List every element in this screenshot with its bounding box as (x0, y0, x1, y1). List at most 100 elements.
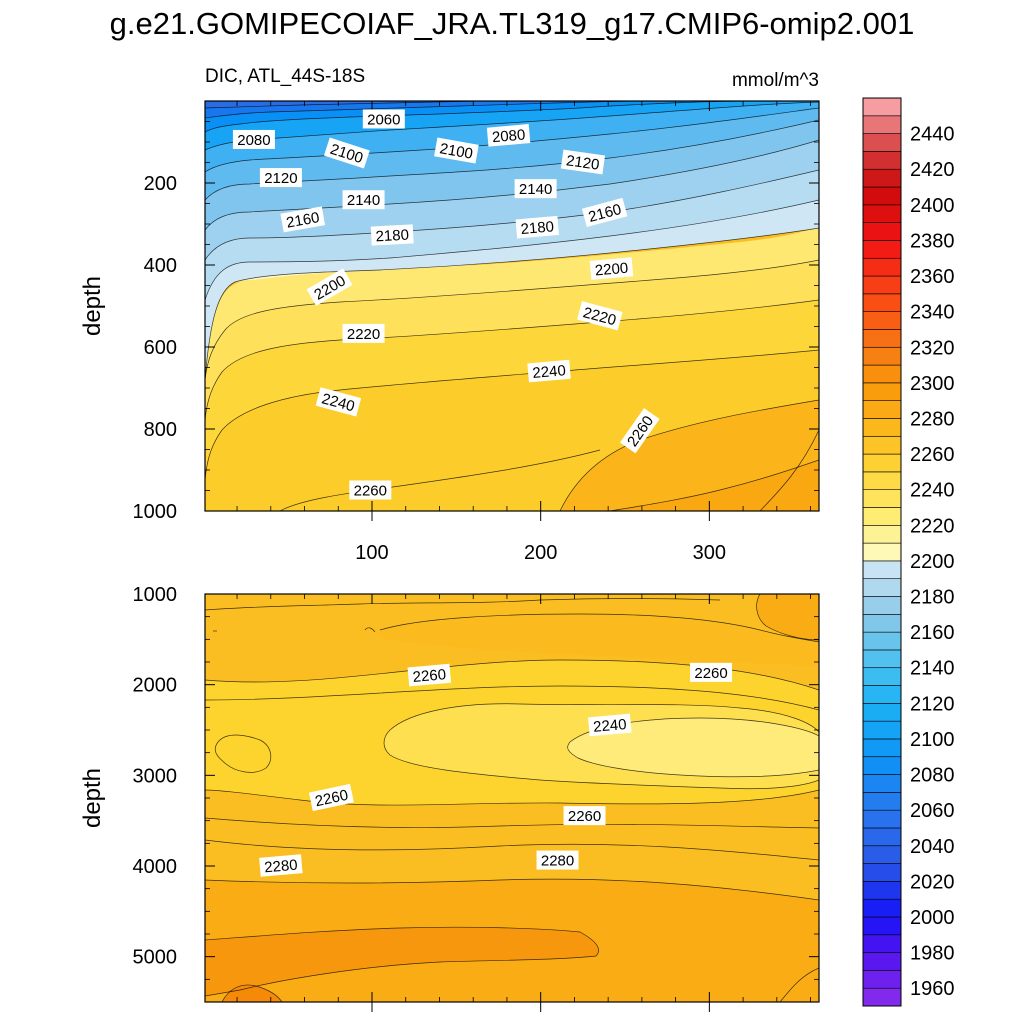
upper-y-tick-label-3: 800 (144, 419, 177, 441)
units-label: mmol/m^3 (732, 70, 819, 91)
colorbar-box-28 (862, 489, 902, 508)
upper-contour-label-8: 2140 (514, 179, 557, 199)
colorbar-box-37 (862, 329, 902, 348)
colorbar-box-36 (862, 346, 902, 366)
colorbar-box-34 (862, 382, 902, 401)
colorbar-box-40 (862, 275, 902, 295)
contour-label-text: 2140 (347, 192, 380, 209)
colorbar-label-3: 2020 (910, 871, 955, 893)
colorbar-box-19 (862, 649, 902, 669)
upper-x-tick-label-0: 100 (355, 542, 388, 564)
colorbar-box-13 (862, 756, 902, 775)
colorbar-label-7: 2100 (910, 729, 955, 751)
contour-label-box (581, 197, 628, 228)
upper-contour-fill (205, 101, 819, 511)
colorbar-label-0: 1960 (910, 978, 955, 1000)
colorbar-label-22: 2400 (910, 195, 955, 217)
colorbar-box-33 (862, 400, 902, 419)
contour-label-text: 2200 (594, 260, 629, 280)
contour-label-text: 2180 (375, 227, 409, 246)
contour-label-text: 2120 (264, 170, 297, 187)
colorbar-label-6: 2080 (910, 765, 955, 787)
colorbar-box-47 (862, 151, 902, 170)
colorbar-box-43 (862, 222, 902, 241)
contour-label-box (515, 215, 560, 239)
colorbar-box-2 (862, 952, 902, 971)
colorbar-box-16 (862, 703, 902, 722)
colorbar-box-18 (862, 667, 902, 686)
upper-x-tick-label-1: 200 (524, 542, 557, 564)
colorbar-box-25 (862, 542, 902, 562)
colorbar-box-17 (862, 685, 902, 704)
colorbar-box-21 (862, 614, 902, 633)
contour-label-box (306, 268, 353, 306)
contour-label-box (259, 854, 303, 877)
upper-contour-label-0: 2060 (362, 109, 405, 129)
upper-contour-label-7: 2140 (342, 190, 385, 210)
upper-x-ticks: 100 200 300 (236, 101, 811, 564)
colorbar-boxes (862, 97, 902, 1007)
contour-label-text: 2180 (520, 218, 555, 238)
lower-contour-label-1: 2260 (690, 662, 733, 682)
colorbar-box-48 (862, 133, 902, 152)
colorbar-box-0 (862, 987, 902, 1007)
contour-label-box (323, 137, 370, 169)
colorbar-label-15: 2260 (910, 444, 955, 466)
colorbar-box-3 (862, 934, 902, 953)
upper-y-tick-label-4: 1000 (133, 501, 178, 523)
contour-label-text: 2160 (285, 209, 321, 232)
colorbar-box-38 (862, 311, 902, 330)
colorbar-label-17: 2300 (910, 373, 955, 395)
lower-y-ticks: 1000 2000 3000 4000 5000 (133, 584, 819, 980)
colorbar-box-27 (862, 507, 902, 526)
contour-label-text: 2100 (438, 140, 474, 163)
upper-y-tick-label-0: 200 (144, 173, 177, 195)
upper-contour-label-9: 2160 (280, 206, 326, 233)
colorbar-box-29 (862, 471, 902, 490)
upper-contour-label-1: 2080 (232, 129, 275, 149)
lower-contour-label-2: 2240 (588, 713, 632, 737)
contour-label-box (362, 109, 405, 129)
colorbar-label-13: 2220 (910, 515, 955, 537)
colorbar-label-16: 2280 (910, 408, 955, 430)
colorbar-label-23: 2420 (910, 159, 955, 181)
contour-label-box (527, 359, 571, 383)
colorbar-box-22 (862, 596, 902, 615)
contour-label-text: 2260 (694, 665, 727, 682)
colorbar-box-14 (862, 738, 902, 758)
colorbar-label-8: 2120 (910, 693, 955, 715)
colorbar-box-5 (862, 898, 902, 918)
upper-x-tick-label-2: 300 (693, 542, 726, 564)
figure-title: g.e21.GOMIPECOIAF_JRA.TL319_g17.CMIP6-om… (109, 6, 915, 41)
colorbar-label-19: 2340 (910, 302, 955, 324)
contour-label-box (434, 137, 479, 164)
upper-y-ticks: 200 400 600 800 1000 (133, 121, 819, 523)
colorbar-label-1: 1980 (910, 943, 955, 965)
contour-label-box (308, 783, 354, 812)
upper-contour-label-5: 2120 (259, 168, 302, 188)
contour-label-box (370, 224, 414, 246)
colorbar-box-7 (862, 863, 902, 882)
colorbar-label-10: 2160 (910, 622, 955, 644)
colorbar-box-8 (862, 845, 902, 864)
colorbar-box-12 (862, 774, 902, 793)
contour-label-text: 2240 (532, 362, 567, 382)
upper-contour-label-14: 2200 (589, 257, 634, 280)
contour-label-box (280, 206, 326, 233)
upper-contour-label-12: 2180 (515, 215, 560, 239)
contour-label-text: 2240 (593, 716, 628, 736)
colorbar-label-14: 2240 (910, 480, 955, 502)
colorbar-box-39 (862, 293, 902, 312)
colorbar-box-24 (862, 560, 902, 580)
colorbar-box-4 (862, 916, 902, 936)
upper-contour-label-2: 2080 (486, 124, 531, 147)
colorbar-label-9: 2140 (910, 658, 955, 680)
colorbar-label-2: 2000 (910, 907, 955, 929)
contour-label-text: 2140 (519, 181, 552, 198)
upper-y-tick-label-2: 600 (144, 337, 177, 359)
contour-label-text: 2280 (264, 857, 299, 877)
contour-label-text: 2260 (354, 483, 387, 500)
contour-label-box (486, 124, 531, 147)
